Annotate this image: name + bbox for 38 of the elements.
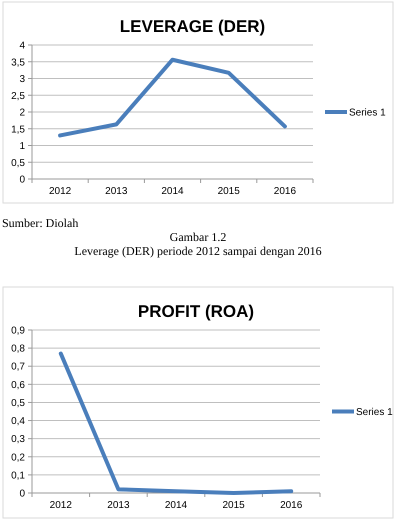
y-tick-label: 1 bbox=[19, 141, 26, 152]
text: Leverage (DER) periode 2012 sampai dengan 2016 bbox=[74, 244, 322, 258]
y-tick-label: 0,1 bbox=[11, 470, 26, 482]
y-tick-label: 4 bbox=[19, 40, 26, 52]
x-tick-label: 2015 bbox=[218, 186, 240, 197]
x-tick-label: 2016 bbox=[274, 186, 296, 197]
text: Gambar 1.2 bbox=[170, 230, 226, 244]
y-tick-label: 0,9 bbox=[11, 326, 26, 336]
y-tick-label: 0 bbox=[19, 488, 26, 500]
y-tick-label: 0,6 bbox=[11, 380, 26, 391]
y-tick-label: 0,5 bbox=[11, 158, 26, 169]
y-tick-label: 3 bbox=[19, 74, 26, 85]
y-tick-label: 0,4 bbox=[11, 416, 26, 428]
y-tick-label: 0 bbox=[19, 174, 26, 186]
x-tick-label: 2014 bbox=[161, 186, 184, 197]
y-tick-label: 0,8 bbox=[11, 344, 26, 355]
x-tick-label: 2013 bbox=[107, 500, 130, 511]
chart-title: PROFIT (ROA) bbox=[138, 302, 254, 321]
x-tick-label: 2012 bbox=[50, 500, 72, 511]
text: Sumber: Diolah bbox=[2, 216, 78, 230]
x-tick-label: 2014 bbox=[164, 500, 188, 511]
y-tick-label: 0,7 bbox=[11, 362, 26, 373]
y-tick-label: 1,5 bbox=[11, 124, 26, 136]
y-tick-label: 2,5 bbox=[11, 90, 26, 102]
y-tick-label: 0,3 bbox=[11, 434, 26, 446]
y-tick-label: 3,5 bbox=[11, 57, 26, 68]
chart-title: LEVERAGE (DER) bbox=[120, 17, 266, 36]
legend-label: Series 1 bbox=[356, 407, 394, 418]
x-tick-label: 2012 bbox=[48, 186, 72, 197]
line-series bbox=[58, 352, 294, 495]
x-tick-label: 2013 bbox=[105, 186, 128, 197]
y-tick-label: 2 bbox=[19, 108, 26, 118]
x-tick-label: 2015 bbox=[222, 500, 246, 511]
y-tick-label: 0,5 bbox=[11, 398, 26, 409]
line-series bbox=[58, 58, 287, 138]
x-tick-label: 2016 bbox=[280, 500, 303, 511]
y-tick-label: 0,2 bbox=[11, 452, 26, 464]
legend-label: Series 1 bbox=[349, 108, 386, 118]
